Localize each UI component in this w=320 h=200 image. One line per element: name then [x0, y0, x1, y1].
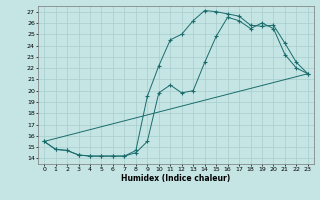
X-axis label: Humidex (Indice chaleur): Humidex (Indice chaleur) — [121, 174, 231, 183]
